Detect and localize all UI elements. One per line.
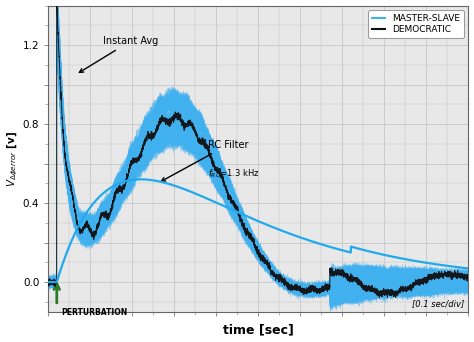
Text: [0.1 sec/div]: [0.1 sec/div] <box>412 300 464 308</box>
Legend: MASTER-SLAVE, DEMOCRATIC: MASTER-SLAVE, DEMOCRATIC <box>368 10 464 38</box>
X-axis label: time [sec]: time [sec] <box>223 324 294 337</box>
Y-axis label: $V_{\Delta\phi error}$ [v]: $V_{\Delta\phi error}$ [v] <box>6 131 20 187</box>
Text: RC Filter: RC Filter <box>162 140 248 181</box>
Text: $f_{RC}$=1.3 kHz: $f_{RC}$=1.3 kHz <box>208 168 260 180</box>
Text: Instant Avg: Instant Avg <box>79 36 158 73</box>
Text: PERTURBATION: PERTURBATION <box>61 308 127 317</box>
